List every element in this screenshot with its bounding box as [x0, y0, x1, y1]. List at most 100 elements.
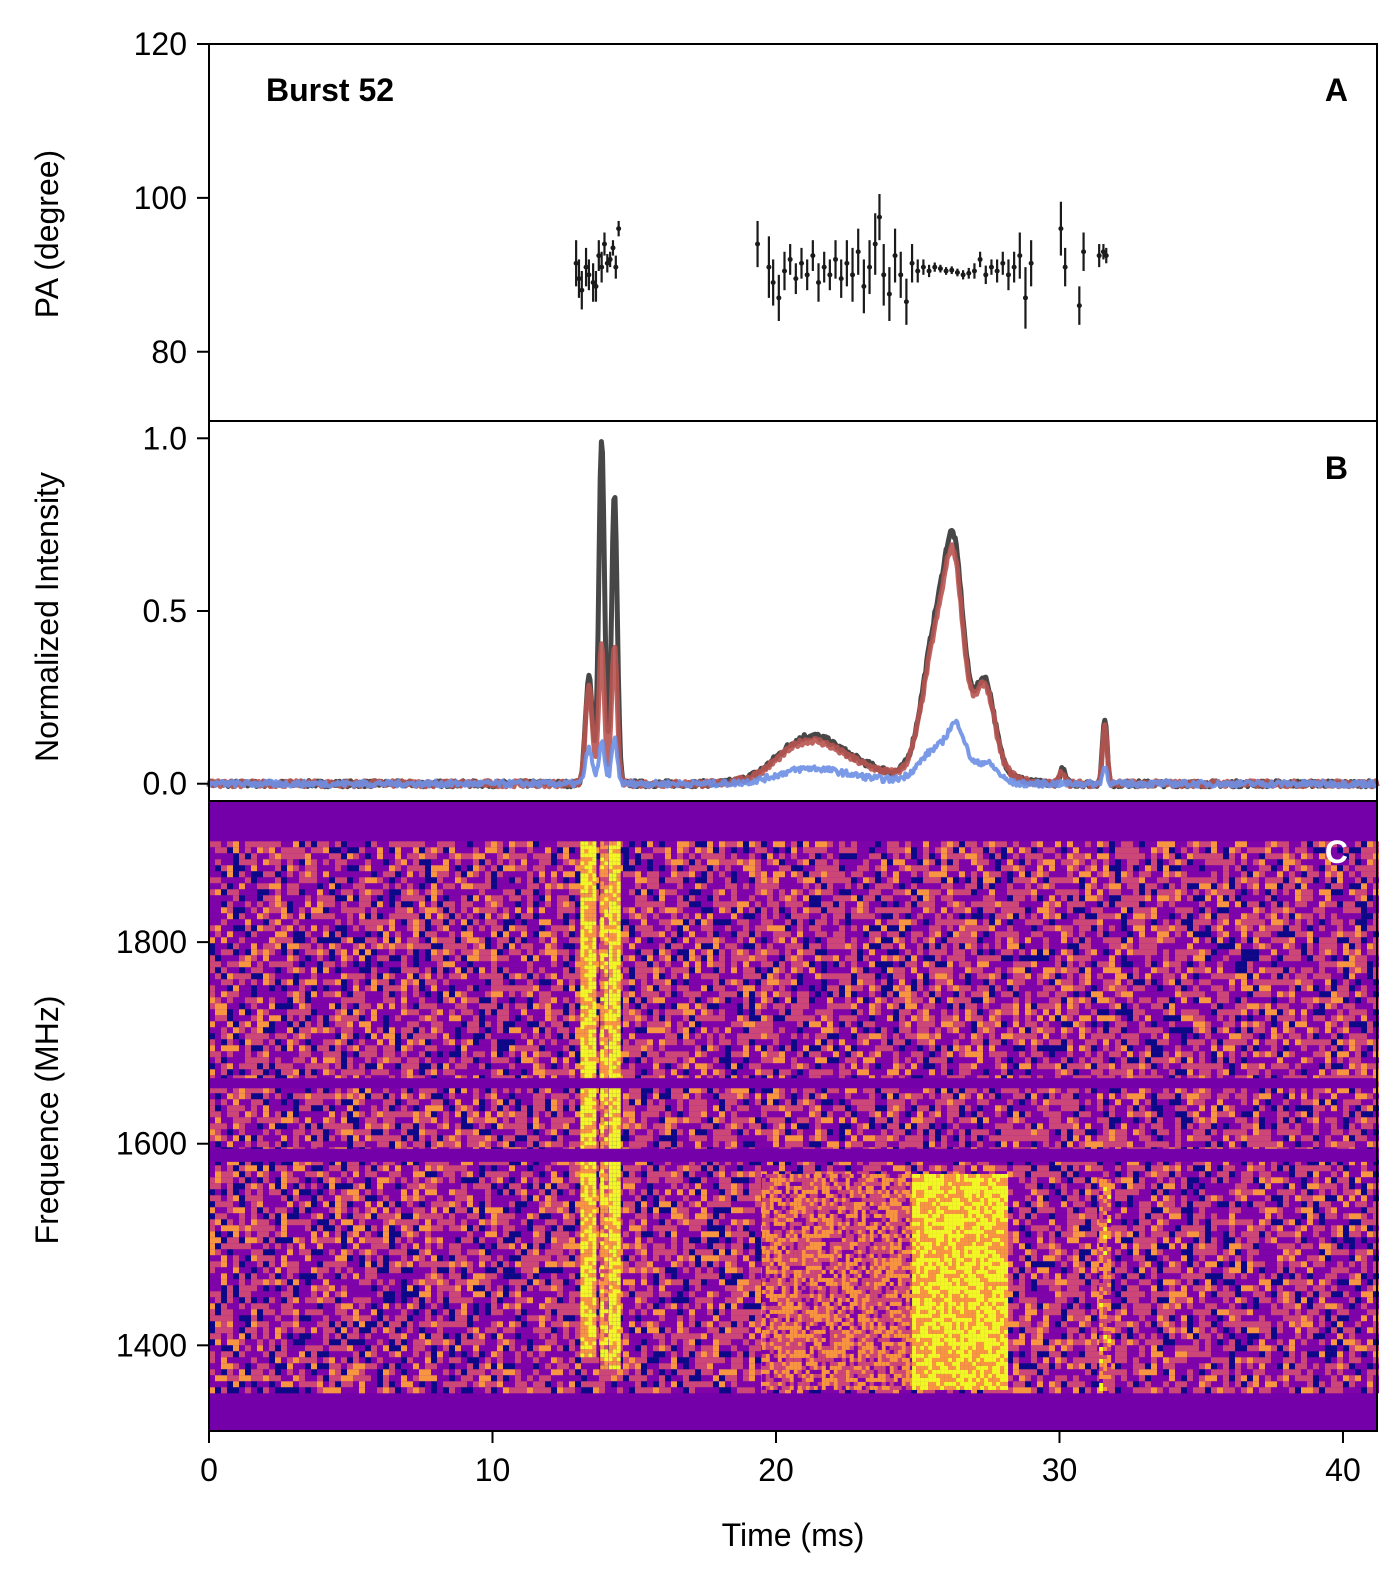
- waterfall-pixel: [323, 865, 329, 872]
- waterfall-pixel: [797, 973, 803, 980]
- waterfall-pixel: [743, 883, 749, 890]
- waterfall-pixel: [767, 979, 773, 986]
- waterfall-pixel: [425, 919, 431, 926]
- waterfall-pixel: [563, 919, 569, 926]
- waterfall-pixel: [1073, 949, 1079, 956]
- waterfall-pixel: [545, 889, 551, 896]
- waterfall-pixel: [401, 937, 407, 944]
- waterfall-pixel: [1199, 961, 1205, 968]
- waterfall-pixel: [1367, 949, 1373, 956]
- waterfall-pixel: [719, 877, 725, 884]
- waterfall-pixel: [857, 889, 863, 896]
- waterfall-pixel: [695, 913, 701, 920]
- waterfall-pixel: [809, 907, 815, 914]
- waterfall-pixel: [377, 943, 383, 950]
- waterfall-pixel: [1115, 859, 1121, 866]
- waterfall-pixel: [419, 937, 425, 944]
- waterfall-pixel: [473, 925, 479, 932]
- waterfall-pixel: [461, 865, 467, 872]
- waterfall-pixel: [383, 925, 389, 932]
- waterfall-pixel: [425, 931, 431, 938]
- waterfall-pixel: [1283, 973, 1289, 980]
- waterfall-pixel: [1115, 973, 1121, 980]
- waterfall-pixel: [923, 949, 929, 956]
- waterfall-pixel: [437, 859, 443, 866]
- waterfall-pixel: [293, 919, 299, 926]
- waterfall-pixel: [1235, 859, 1241, 866]
- waterfall-pixel: [527, 889, 533, 896]
- waterfall-pixel: [383, 985, 389, 992]
- waterfall-pixel: [215, 889, 221, 896]
- waterfall-pixel: [377, 853, 383, 860]
- waterfall-pixel: [779, 949, 785, 956]
- waterfall-pixel: [497, 883, 503, 890]
- waterfall-pixel: [377, 877, 383, 884]
- waterfall-pixel: [1181, 871, 1187, 878]
- waterfall-pixel: [971, 919, 977, 926]
- waterfall-pixel: [1157, 859, 1163, 866]
- waterfall-pixel: [827, 961, 833, 968]
- waterfall-pixel: [785, 937, 791, 944]
- waterfall-pixel: [905, 859, 911, 866]
- waterfall-pixel: [731, 943, 737, 950]
- waterfall-pixel: [1271, 877, 1277, 884]
- waterfall-pixel: [575, 895, 581, 902]
- waterfall-pixel: [863, 865, 869, 872]
- waterfall-pixel: [995, 979, 1001, 986]
- waterfall-pixel: [317, 973, 323, 980]
- waterfall-pixel: [1217, 961, 1223, 968]
- waterfall-pixel: [1019, 937, 1025, 944]
- waterfall-pixel: [461, 937, 467, 944]
- waterfall-pixel: [239, 955, 245, 962]
- waterfall-pixel: [221, 883, 227, 890]
- waterfall-pixel: [215, 955, 221, 962]
- waterfall-pixel: [653, 913, 659, 920]
- waterfall-pixel: [527, 925, 533, 932]
- waterfall-pixel: [1109, 937, 1115, 944]
- waterfall-pixel: [221, 973, 227, 980]
- waterfall-pixel: [395, 841, 401, 848]
- waterfall-pixel: [347, 895, 353, 902]
- waterfall-pixel: [485, 985, 491, 992]
- waterfall-pixel: [737, 973, 743, 980]
- waterfall-pixel: [557, 871, 563, 878]
- waterfall-pixel: [491, 955, 497, 962]
- waterfall-pixel: [293, 937, 299, 944]
- waterfall-pixel: [1355, 973, 1361, 980]
- panel-label-a: A: [1325, 72, 1348, 108]
- waterfall-pixel: [1301, 931, 1307, 938]
- waterfall-pixel: [1349, 913, 1355, 920]
- waterfall-pixel: [785, 967, 791, 974]
- waterfall-pixel: [911, 955, 917, 962]
- waterfall-pixel: [473, 877, 479, 884]
- waterfall-pixel: [515, 949, 521, 956]
- waterfall-pixel: [671, 979, 677, 986]
- waterfall-pixel: [1133, 853, 1139, 860]
- waterfall-pixel: [1187, 919, 1193, 926]
- waterfall-pixel: [1001, 979, 1007, 986]
- waterfall-pixel: [419, 967, 425, 974]
- waterfall-pixel: [335, 841, 341, 848]
- waterfall-pixel: [1085, 859, 1091, 866]
- waterfall-pixel: [671, 907, 677, 914]
- waterfall-pixel: [851, 925, 857, 932]
- waterfall-pixel: [1277, 841, 1283, 848]
- waterfall-pixel: [971, 967, 977, 974]
- waterfall-pixel: [491, 889, 497, 896]
- waterfall-pixel: [821, 943, 827, 950]
- waterfall-pixel: [239, 979, 245, 986]
- waterfall-pixel: [1073, 961, 1079, 968]
- waterfall-pixel: [623, 895, 629, 902]
- waterfall-pixel: [311, 895, 317, 902]
- waterfall-pixel: [575, 937, 581, 944]
- waterfall-pixel: [1049, 871, 1055, 878]
- waterfall-pixel: [1067, 931, 1073, 938]
- waterfall-pixel: [1325, 967, 1331, 974]
- waterfall-pixel: [443, 919, 449, 926]
- waterfall-pixel: [923, 979, 929, 986]
- waterfall-pixel: [1325, 913, 1331, 920]
- waterfall-pixel: [1199, 847, 1205, 854]
- waterfall-pixel: [299, 949, 305, 956]
- waterfall-pixel: [971, 907, 977, 914]
- waterfall-pixel: [539, 985, 545, 992]
